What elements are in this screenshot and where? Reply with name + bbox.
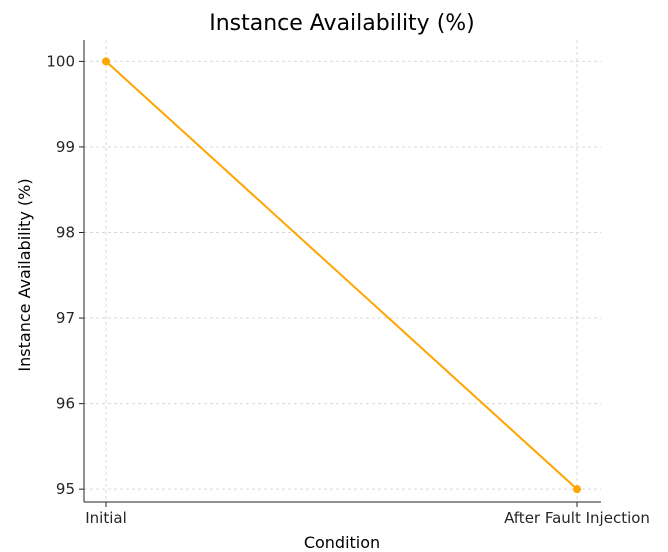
- y-tick-label: 97: [56, 309, 75, 327]
- x-tick-label: After Fault Injection: [504, 509, 650, 527]
- data-point: [573, 485, 581, 494]
- y-axis-label: Instance Availability (%): [15, 178, 34, 371]
- y-tick-label: 99: [56, 138, 75, 156]
- axes: [83, 40, 601, 503]
- y-tick-label: 98: [56, 224, 75, 242]
- y-tick-label: 96: [56, 395, 75, 413]
- data-point: [102, 57, 110, 66]
- y-tick-label: 95: [56, 480, 75, 498]
- x-tick-label: Initial: [85, 509, 127, 527]
- y-ticks: 95 96 97 98 99 100: [46, 52, 84, 498]
- chart-title: Instance Availability (%): [209, 11, 475, 36]
- series-line: [105, 60, 578, 490]
- x-axis-label: Condition: [304, 533, 380, 552]
- x-ticks: Initial After Fault Injection: [85, 502, 650, 527]
- series-group: [102, 57, 581, 494]
- grid-lines: [84, 40, 601, 502]
- y-tick-label: 100: [46, 52, 75, 70]
